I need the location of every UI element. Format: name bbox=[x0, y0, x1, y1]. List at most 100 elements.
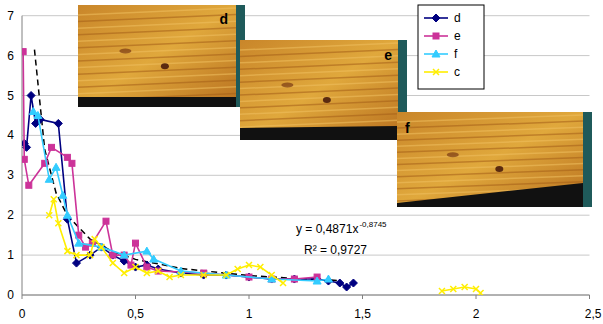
inset-label: d bbox=[219, 11, 228, 27]
data-point bbox=[121, 252, 127, 258]
inset-texture bbox=[78, 67, 236, 74]
y-tick-label: 6 bbox=[7, 49, 14, 63]
data-point bbox=[121, 270, 127, 276]
data-point bbox=[143, 247, 151, 254]
inset-texture bbox=[240, 107, 398, 114]
inset-texture bbox=[78, 21, 236, 28]
data-point bbox=[98, 244, 104, 250]
data-point bbox=[257, 264, 263, 270]
y-tick-label: 2 bbox=[7, 208, 14, 222]
inset-texture bbox=[240, 82, 398, 89]
x-tick-label: 1 bbox=[246, 307, 253, 321]
inset-texture bbox=[119, 48, 131, 53]
inset-image bbox=[78, 5, 245, 107]
inset-texture bbox=[240, 56, 398, 63]
x-tick bbox=[135, 295, 136, 299]
inset-shadow bbox=[397, 183, 583, 207]
inset-texture bbox=[397, 139, 583, 146]
inset-texture bbox=[397, 133, 583, 140]
trend-line bbox=[34, 50, 339, 281]
inset-texture bbox=[397, 170, 583, 177]
x-tick bbox=[589, 295, 590, 299]
data-point bbox=[343, 283, 351, 291]
trend-vertex bbox=[134, 258, 136, 260]
series-line bbox=[23, 52, 317, 279]
inset-texture bbox=[78, 41, 236, 48]
inset-texture bbox=[281, 83, 293, 88]
data-point bbox=[63, 211, 71, 218]
r-squared-label: R² = 0,9727 bbox=[304, 243, 367, 257]
inset-texture bbox=[161, 63, 169, 69]
legend-marker bbox=[432, 50, 440, 57]
data-point bbox=[291, 276, 297, 282]
data-point bbox=[26, 182, 32, 188]
inset-texture bbox=[240, 88, 398, 95]
y-tick-label: 3 bbox=[7, 168, 14, 182]
data-point bbox=[150, 255, 158, 262]
data-point bbox=[97, 243, 105, 250]
legend-marker bbox=[433, 33, 439, 39]
inset-texture bbox=[240, 43, 398, 50]
legend-marker bbox=[433, 69, 439, 75]
data-point bbox=[133, 240, 139, 246]
x-tick bbox=[476, 295, 477, 299]
y-tick-label: 7 bbox=[7, 9, 14, 23]
inset-texture bbox=[240, 62, 398, 69]
data-point bbox=[313, 277, 321, 284]
inset-texture bbox=[78, 61, 236, 68]
equation-label: y = 0,4871x bbox=[296, 222, 358, 236]
inset-scale-bar bbox=[583, 112, 592, 207]
legend-label: d bbox=[454, 11, 461, 25]
inset-shadow bbox=[78, 97, 236, 107]
inset-texture bbox=[397, 158, 583, 165]
data-point bbox=[178, 272, 184, 278]
x-tick bbox=[249, 295, 250, 299]
data-point bbox=[155, 268, 161, 274]
data-point bbox=[22, 156, 27, 162]
x-tick-label: 1,5 bbox=[354, 307, 371, 321]
data-point bbox=[64, 248, 70, 254]
data-point bbox=[45, 175, 53, 182]
y-tick-label: 0 bbox=[7, 288, 14, 302]
inset-texture bbox=[78, 28, 236, 35]
trend-vertex bbox=[33, 48, 35, 50]
inset-texture bbox=[240, 94, 398, 101]
data-point bbox=[478, 290, 484, 295]
legend-marker bbox=[432, 14, 440, 22]
data-point bbox=[324, 275, 332, 282]
data-point bbox=[223, 272, 229, 278]
legend-label: f bbox=[454, 47, 458, 61]
data-point bbox=[55, 220, 61, 226]
data-point bbox=[336, 279, 344, 287]
inset-texture bbox=[397, 127, 583, 134]
legend-label: e bbox=[454, 29, 461, 43]
inset-texture bbox=[495, 166, 503, 172]
data-point bbox=[29, 107, 37, 114]
legend-label: c bbox=[454, 65, 460, 79]
grid-line bbox=[22, 295, 590, 296]
data-point bbox=[49, 144, 55, 150]
inset-texture bbox=[240, 69, 398, 76]
series-line bbox=[24, 96, 353, 288]
inset-texture bbox=[397, 121, 583, 128]
data-point bbox=[349, 279, 357, 287]
grid-line bbox=[22, 215, 590, 216]
y-axis bbox=[22, 16, 23, 295]
data-point bbox=[439, 288, 445, 294]
data-point bbox=[110, 252, 116, 258]
inset-texture bbox=[78, 8, 236, 15]
x-tick-label: 0 bbox=[19, 307, 26, 321]
inset-texture bbox=[78, 34, 236, 41]
x-tick-label: 0,5 bbox=[127, 307, 144, 321]
inset-texture bbox=[397, 151, 583, 158]
inset-texture bbox=[240, 49, 398, 56]
inset-texture bbox=[397, 145, 583, 152]
data-point bbox=[235, 266, 241, 272]
inset-texture bbox=[397, 164, 583, 171]
inset-photo bbox=[240, 40, 398, 140]
legend-box bbox=[418, 5, 484, 89]
x-axis bbox=[22, 295, 590, 296]
x-tick bbox=[22, 295, 23, 299]
data-point bbox=[69, 160, 75, 166]
data-point bbox=[167, 274, 173, 280]
